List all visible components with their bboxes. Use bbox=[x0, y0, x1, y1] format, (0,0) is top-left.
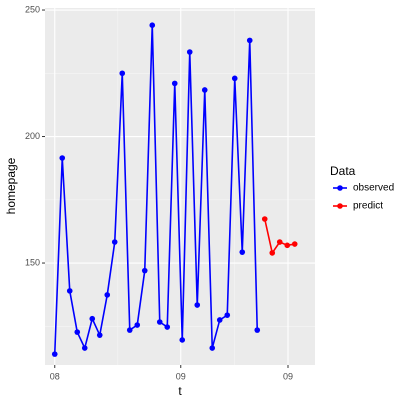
x-tick-label: 08 bbox=[50, 371, 60, 381]
point bbox=[224, 312, 231, 318]
legend-key-point bbox=[337, 185, 343, 191]
point bbox=[216, 317, 223, 323]
legend-title: Data bbox=[330, 164, 356, 178]
point bbox=[269, 250, 276, 256]
point bbox=[186, 49, 193, 55]
legend-key-point bbox=[337, 203, 343, 209]
point bbox=[119, 70, 126, 77]
point bbox=[59, 155, 66, 161]
series-line bbox=[53, 25, 259, 355]
point bbox=[89, 315, 96, 322]
y-tick-label: 150 bbox=[25, 257, 40, 267]
x-axis-title: t bbox=[178, 384, 182, 398]
point bbox=[134, 322, 141, 328]
point bbox=[141, 267, 148, 274]
point bbox=[74, 329, 81, 335]
legend-label: predict bbox=[353, 201, 383, 212]
point bbox=[231, 75, 238, 82]
point bbox=[209, 345, 216, 351]
point bbox=[284, 242, 291, 249]
point bbox=[111, 239, 118, 245]
point bbox=[261, 216, 268, 222]
point bbox=[51, 351, 58, 357]
x-tick-label: 09 bbox=[176, 371, 186, 381]
x-tick-label: 09 bbox=[283, 371, 293, 381]
y-axis-title: homepage bbox=[4, 157, 18, 214]
y-tick-label: 250 bbox=[25, 4, 40, 14]
point bbox=[96, 332, 103, 338]
point bbox=[254, 327, 261, 333]
point bbox=[239, 249, 246, 255]
panel bbox=[45, 8, 315, 365]
y-tick-label: 200 bbox=[25, 131, 40, 141]
point bbox=[149, 22, 156, 29]
point bbox=[179, 337, 186, 343]
point bbox=[164, 324, 171, 330]
point bbox=[201, 87, 208, 93]
point bbox=[194, 302, 201, 308]
point bbox=[81, 345, 88, 351]
legend-label: observed bbox=[353, 183, 394, 194]
point bbox=[291, 241, 298, 247]
point bbox=[66, 288, 73, 294]
point bbox=[276, 239, 283, 245]
point bbox=[104, 292, 111, 298]
point bbox=[156, 319, 163, 325]
point bbox=[246, 37, 253, 44]
point bbox=[126, 327, 133, 333]
point bbox=[171, 80, 178, 87]
